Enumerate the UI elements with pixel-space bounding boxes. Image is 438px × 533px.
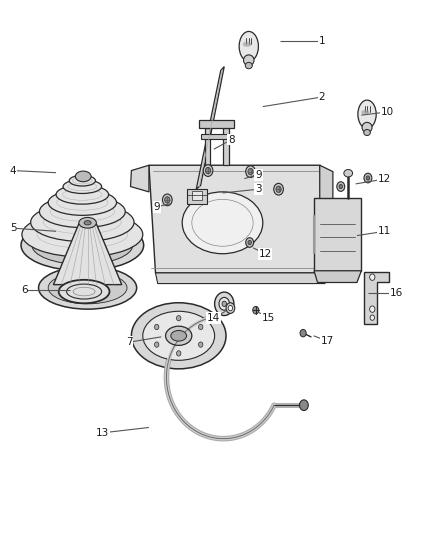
Polygon shape	[53, 224, 122, 285]
Bar	[187, 189, 207, 204]
Text: 9: 9	[153, 202, 160, 212]
Text: 16: 16	[390, 288, 403, 298]
Circle shape	[248, 240, 251, 245]
Ellipse shape	[59, 280, 110, 303]
Text: 6: 6	[21, 285, 28, 295]
Text: 7: 7	[126, 337, 133, 347]
Circle shape	[253, 306, 259, 314]
Circle shape	[248, 168, 253, 175]
Text: 3: 3	[255, 184, 262, 194]
Text: 11: 11	[378, 227, 391, 236]
Text: 9: 9	[255, 170, 262, 180]
Polygon shape	[320, 165, 333, 273]
Circle shape	[364, 173, 372, 183]
Ellipse shape	[358, 100, 376, 128]
Circle shape	[300, 329, 306, 337]
Circle shape	[162, 194, 172, 206]
Polygon shape	[149, 165, 326, 273]
Circle shape	[246, 166, 255, 177]
Text: 14: 14	[207, 313, 220, 322]
Text: 2: 2	[318, 92, 325, 102]
Ellipse shape	[56, 185, 109, 204]
Ellipse shape	[245, 62, 252, 69]
Circle shape	[339, 184, 343, 189]
Circle shape	[219, 297, 230, 310]
Circle shape	[370, 315, 374, 320]
Circle shape	[177, 351, 181, 356]
Circle shape	[228, 305, 233, 311]
Ellipse shape	[182, 192, 263, 254]
Circle shape	[198, 324, 203, 329]
Text: 8: 8	[228, 135, 235, 144]
Polygon shape	[364, 272, 389, 324]
Circle shape	[205, 167, 211, 174]
Ellipse shape	[364, 130, 371, 135]
Ellipse shape	[361, 110, 370, 115]
Ellipse shape	[171, 330, 187, 341]
Circle shape	[198, 342, 203, 348]
Ellipse shape	[362, 123, 372, 133]
Polygon shape	[314, 271, 361, 282]
Circle shape	[276, 186, 281, 192]
Ellipse shape	[69, 175, 95, 186]
Ellipse shape	[48, 190, 117, 215]
Text: 17: 17	[321, 336, 334, 346]
Ellipse shape	[32, 226, 133, 264]
Ellipse shape	[244, 55, 254, 66]
Text: 12: 12	[258, 249, 272, 259]
Circle shape	[274, 183, 283, 195]
Text: 13: 13	[96, 428, 110, 438]
Text: 12: 12	[378, 174, 391, 184]
Circle shape	[370, 306, 375, 312]
Ellipse shape	[75, 171, 91, 182]
Polygon shape	[205, 128, 210, 165]
Text: 5: 5	[10, 223, 17, 233]
Polygon shape	[199, 120, 234, 128]
Polygon shape	[155, 273, 326, 284]
Text: 4: 4	[10, 166, 17, 175]
Ellipse shape	[31, 203, 134, 241]
Text: 10: 10	[381, 107, 394, 117]
Ellipse shape	[21, 220, 144, 271]
Ellipse shape	[243, 42, 251, 47]
Ellipse shape	[79, 217, 96, 228]
Ellipse shape	[344, 169, 353, 177]
Ellipse shape	[166, 326, 192, 345]
Polygon shape	[196, 67, 224, 189]
Ellipse shape	[63, 180, 102, 193]
Ellipse shape	[239, 31, 258, 61]
Circle shape	[300, 400, 308, 410]
Circle shape	[366, 176, 370, 180]
Ellipse shape	[22, 212, 143, 257]
Circle shape	[177, 316, 181, 321]
Circle shape	[370, 274, 375, 280]
Circle shape	[203, 165, 213, 176]
Ellipse shape	[143, 311, 215, 360]
Circle shape	[155, 342, 159, 348]
Ellipse shape	[39, 266, 137, 309]
Ellipse shape	[131, 303, 226, 369]
Ellipse shape	[84, 221, 91, 225]
Circle shape	[165, 197, 170, 203]
Circle shape	[226, 303, 235, 313]
Polygon shape	[131, 165, 149, 192]
Ellipse shape	[48, 272, 127, 304]
Circle shape	[215, 292, 234, 316]
Circle shape	[155, 324, 159, 329]
Polygon shape	[314, 198, 361, 271]
Circle shape	[337, 182, 345, 191]
Text: 15: 15	[262, 313, 276, 322]
Polygon shape	[223, 128, 229, 165]
Polygon shape	[201, 134, 232, 139]
Circle shape	[222, 301, 226, 306]
Ellipse shape	[39, 196, 125, 228]
Bar	[192, 191, 202, 200]
Text: 1: 1	[318, 36, 325, 45]
Circle shape	[246, 238, 254, 247]
